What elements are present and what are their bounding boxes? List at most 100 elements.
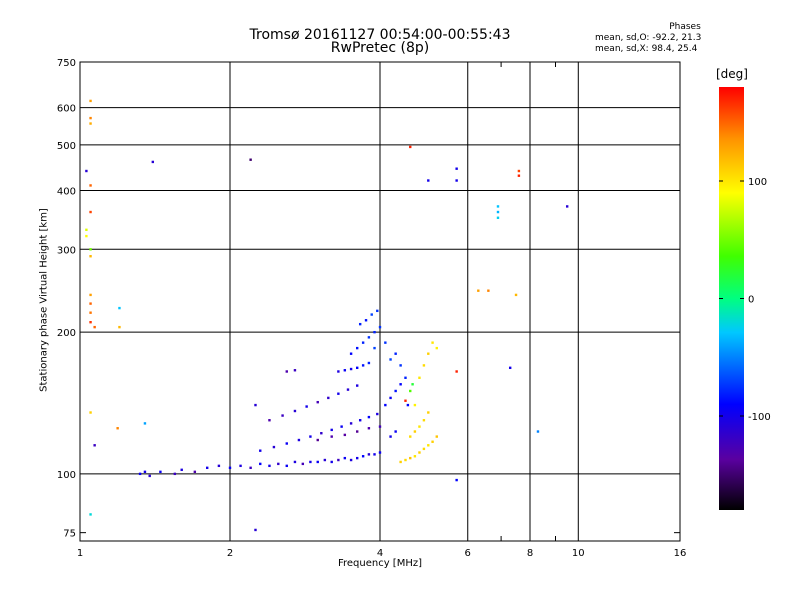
data-point: [384, 341, 387, 344]
data-point: [536, 430, 540, 433]
data-point: [327, 396, 330, 400]
x-tick-label: 4: [377, 548, 383, 559]
data-point: [455, 179, 458, 182]
colorbar-tick-label: 100: [748, 177, 767, 188]
data-point: [138, 472, 142, 476]
data-point: [431, 341, 434, 344]
data-point: [373, 330, 376, 334]
data-point: [254, 403, 257, 407]
data-point: [422, 447, 426, 451]
data-point: [85, 169, 88, 173]
data-point: [89, 293, 92, 297]
data-point: [316, 460, 319, 464]
data-point: [404, 399, 407, 402]
data-point: [455, 478, 458, 482]
data-point: [418, 376, 421, 379]
y-tick-label: 300: [57, 245, 76, 256]
data-point: [413, 403, 417, 407]
data-point: [268, 419, 271, 422]
data-point: [355, 384, 359, 387]
data-point: [349, 422, 353, 425]
data-point: [376, 309, 379, 313]
y-tick-label: 75: [63, 529, 76, 540]
colorbar-tick-label: -100: [748, 412, 771, 423]
data-point: [364, 319, 368, 322]
data-point: [89, 513, 92, 516]
data-point: [305, 405, 308, 408]
data-point: [404, 458, 407, 462]
data-point: [89, 320, 92, 324]
chart-subtitle: RwPretec (8p): [330, 40, 430, 56]
data-point: [496, 216, 500, 219]
x-axis-label: Frequency [MHz]: [337, 558, 423, 569]
data-point: [89, 411, 92, 414]
data-point: [349, 367, 353, 371]
data-point: [118, 325, 121, 329]
data-point: [367, 453, 371, 456]
data-point: [293, 409, 297, 413]
data-point: [343, 433, 347, 437]
data-point: [376, 412, 379, 416]
data-point: [355, 456, 359, 460]
data-point: [413, 455, 417, 458]
data-point: [293, 369, 297, 372]
data-point: [409, 456, 412, 460]
data-point: [349, 352, 353, 355]
data-point: [361, 364, 365, 367]
data-point: [399, 460, 402, 464]
data-point: [349, 458, 353, 462]
y-tick-label: 500: [57, 141, 76, 152]
data-point: [367, 336, 371, 339]
colorbar-tick-label: 0: [748, 295, 754, 306]
data-point: [297, 438, 301, 442]
data-point: [406, 403, 410, 407]
data-point: [93, 325, 96, 329]
data-point: [143, 470, 147, 474]
data-point: [378, 325, 382, 329]
data-point: [293, 460, 297, 464]
data-point: [89, 311, 92, 314]
data-point: [272, 445, 276, 449]
data-point: [367, 361, 371, 365]
data-point: [418, 425, 421, 428]
data-point: [411, 383, 414, 386]
data-point: [330, 428, 333, 432]
data-point: [404, 376, 407, 379]
data-point: [389, 435, 392, 438]
data-point: [316, 400, 319, 404]
axis-ticks: 1 2 4 6 8 10 16 75 100 200 300 400 500 600 750: [57, 58, 686, 559]
data-point: [517, 174, 521, 177]
y-tick-label: 750: [57, 58, 76, 69]
data-point: [93, 444, 96, 447]
data-point: [367, 427, 371, 430]
data-point: [228, 466, 232, 470]
data-points: [85, 99, 569, 532]
data-point: [346, 388, 350, 391]
data-point: [409, 435, 412, 438]
data-point: [399, 383, 402, 386]
data-point: [259, 462, 262, 466]
data-point: [89, 210, 92, 214]
colorbar-ticks: 100 0 -100: [719, 177, 771, 423]
data-point: [455, 167, 458, 170]
data-point: [422, 419, 426, 422]
y-tick-label: 200: [57, 328, 76, 339]
data-point: [413, 430, 417, 433]
data-point: [394, 430, 397, 433]
data-point: [281, 414, 284, 417]
data-point: [89, 255, 92, 258]
phases-header: Phases: [669, 22, 701, 32]
x-tick-label: 1: [77, 548, 83, 559]
data-point: [358, 419, 362, 422]
data-point: [217, 464, 221, 468]
data-point: [89, 116, 92, 120]
data-point: [418, 451, 421, 454]
data-point: [148, 474, 151, 478]
data-point: [394, 389, 397, 393]
plot-frame: [79, 61, 681, 542]
data-point: [193, 470, 197, 474]
y-tick-label: 100: [57, 470, 76, 481]
data-point: [249, 466, 252, 470]
data-point: [355, 430, 359, 433]
